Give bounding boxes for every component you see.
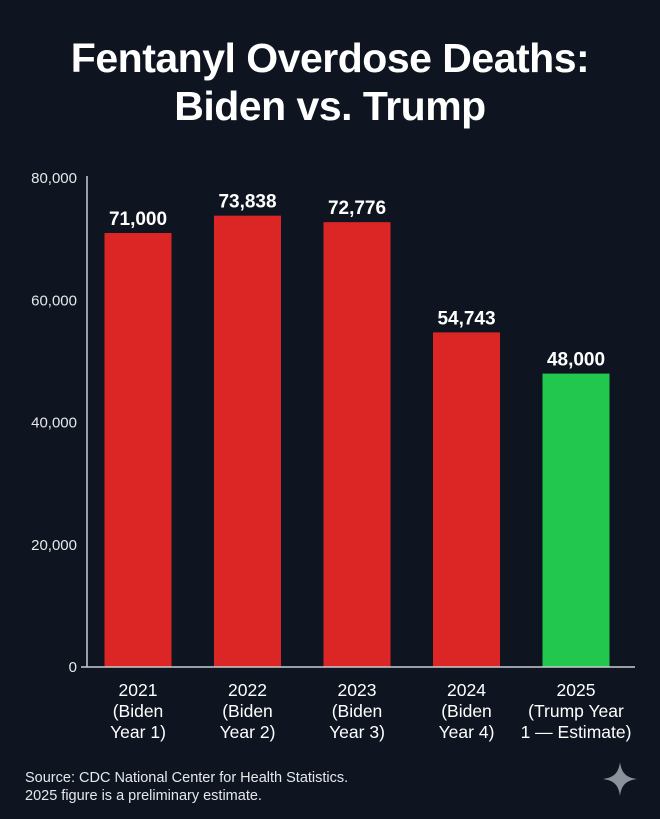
bar-value-label: 73,838: [218, 192, 276, 213]
bar-value-label: 72,776: [328, 198, 386, 219]
y-tick-label: 60,000: [31, 292, 77, 309]
x-tick-label: (Biden: [441, 701, 492, 721]
x-tick-label: 2023: [338, 680, 377, 700]
y-tick-label: 80,000: [31, 170, 77, 187]
x-tick-label: 2025: [557, 680, 596, 700]
bar-2: [323, 222, 391, 668]
y-tick-label: 20,000: [31, 537, 77, 554]
sparkle-icon: [603, 762, 637, 796]
x-tick-label: 1 — Estimate): [521, 722, 632, 742]
x-tick-label: (Trump Year: [528, 701, 624, 721]
x-tick-label: (Biden: [332, 701, 383, 721]
x-tick-label: Year 1): [110, 722, 166, 742]
chart-title-line-2: Biden vs. Trump: [174, 83, 486, 129]
bar-value-label: 71,000: [109, 209, 167, 230]
bar-3: [433, 332, 500, 667]
x-tick-label: 2021: [119, 680, 158, 700]
x-tick-label: (Biden: [222, 701, 273, 721]
y-tick-label: 0: [69, 659, 77, 676]
x-tick-label: 2024: [447, 680, 486, 700]
bar-4: [542, 373, 610, 667]
chart-title: Fentanyl Overdose Deaths: Biden vs. Trum…: [0, 34, 660, 130]
x-tick-label: 2022: [228, 680, 267, 700]
x-tick-label: Year 3): [329, 722, 385, 742]
source-line-1: Source: CDC National Center for Health S…: [25, 770, 349, 786]
source-note: Source: CDC National Center for Health S…: [25, 769, 348, 805]
y-tick-label: 40,000: [31, 415, 77, 432]
x-tick-label: Year 4): [439, 722, 495, 742]
x-tick-label: Year 2): [220, 722, 276, 742]
bar-value-label: 48,000: [547, 350, 605, 371]
bar-value-label: 54,743: [437, 308, 495, 329]
x-tick-label: (Biden: [113, 701, 164, 721]
chart-title-line-1: Fentanyl Overdose Deaths:: [70, 35, 590, 81]
bar-1: [214, 215, 281, 667]
bar-0: [104, 233, 172, 667]
source-line-2: 2025 figure is a preliminary estimate.: [25, 788, 262, 804]
